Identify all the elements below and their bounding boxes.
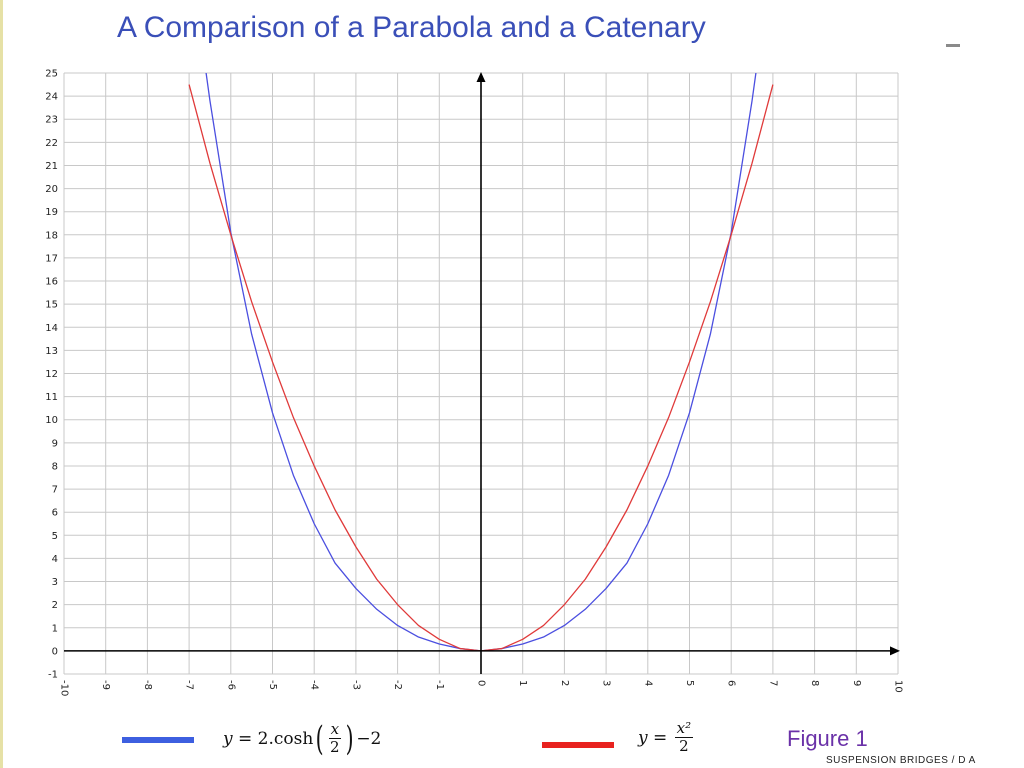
y-tick-label: 11 [45, 392, 58, 403]
y-tick-label: 1 [52, 623, 58, 634]
y-tick-label: 14 [45, 323, 58, 334]
catenary-eq: = 2.cosh [232, 728, 314, 749]
legend-catenary-swatch [122, 737, 194, 743]
footer-text: SUSPENSION BRIDGES / D A [826, 755, 976, 766]
x-tick-label: 3 [601, 680, 612, 686]
catenary-frac-num: x [328, 720, 342, 739]
x-tick-label: -6 [225, 680, 236, 690]
x-tick-label: 8 [809, 680, 820, 686]
right-paren: ) [345, 718, 354, 759]
x-tick-label: 4 [642, 680, 653, 686]
y-tick-label: 2 [52, 600, 58, 611]
catenary-fraction: x 2 [328, 720, 342, 756]
x-tick-label: 5 [684, 680, 695, 686]
y-tick-label: 7 [52, 485, 58, 496]
x-tick-label: -7 [184, 680, 195, 690]
x-axis-arrow [890, 646, 900, 656]
y-tick-label: 20 [45, 184, 58, 195]
parabola-frac-num: x² [674, 719, 694, 738]
y-tick-label: 9 [52, 438, 58, 449]
y-tick-label: 18 [45, 230, 58, 241]
x-tick-label: -5 [267, 680, 278, 690]
y-tick-label: 16 [45, 277, 58, 288]
y-tick-label: 0 [52, 646, 58, 657]
x-tick-label: -4 [309, 680, 320, 690]
parabola-fraction: x² 2 [674, 719, 694, 755]
y-tick-label: 13 [45, 346, 58, 357]
figure-label: Figure 1 [787, 726, 868, 751]
x-tick-label: 6 [726, 680, 737, 686]
y-tick-label: 19 [45, 207, 58, 218]
y-tick-label: 6 [52, 508, 58, 519]
legend-parabola-formula: y = x² 2 [638, 720, 695, 755]
y-tick-label: 25 [45, 69, 58, 80]
y-tick-label: -1 [48, 670, 58, 681]
x-tick-label: -9 [100, 680, 111, 690]
left-paren: ( [315, 718, 324, 759]
x-tick-label: 0 [476, 680, 487, 686]
x-tick-label: -1 [434, 680, 445, 690]
parabola-frac-den: 2 [679, 737, 689, 755]
y-tick-label: 10 [45, 415, 58, 426]
y-tick-label: 12 [45, 369, 58, 380]
y-tick-label: 24 [45, 92, 58, 103]
y-tick-label: 4 [52, 554, 58, 565]
x-tick-label: 9 [851, 680, 862, 686]
y-tick-label: 22 [45, 138, 58, 149]
parabola-lhs: y [638, 727, 648, 748]
catenary-lhs: y [223, 728, 233, 749]
x-tick-label: 7 [767, 680, 778, 686]
legend-catenary-formula: y = 2.cosh ( x 2 ) −2 [223, 721, 381, 756]
x-tick-label: 10 [893, 680, 904, 693]
y-tick-label: 17 [45, 253, 58, 264]
axes [64, 72, 900, 674]
legend-parabola-swatch [542, 742, 614, 748]
x-tick-label: -2 [392, 680, 403, 690]
y-tick-label: 15 [45, 300, 58, 311]
x-tick-label: -8 [142, 680, 153, 690]
chart-plot: -101234567891011121314151617181920212223… [45, 69, 904, 697]
minimize-dash [946, 44, 960, 47]
catenary-tail: −2 [356, 728, 382, 749]
y-tick-label: 21 [45, 161, 58, 172]
x-tick-label: -3 [350, 680, 361, 690]
y-tick-label: 23 [45, 115, 58, 126]
y-tick-label: 5 [52, 531, 58, 542]
parabola-eq: = [647, 727, 673, 748]
chart-title: A Comparison of a Parabola and a Catenar… [117, 11, 706, 44]
x-tick-label: 1 [517, 680, 528, 686]
y-tick-label: 3 [52, 577, 58, 588]
catenary-frac-den: 2 [330, 738, 340, 756]
x-tick-label: 2 [559, 680, 570, 686]
y-tick-label: 8 [52, 461, 58, 472]
y-tick-labels: -101234567891011121314151617181920212223… [45, 69, 58, 681]
x-tick-labels: -10 -9 -8 -7 -6 -5 -4 -3 -2 -1 0 1 2 3 4 5 6 7 8 9 10 [59, 680, 904, 696]
x-tick-label: -10 [59, 680, 70, 696]
y-axis-arrow [476, 72, 486, 82]
slide-left-edge [0, 0, 3, 768]
